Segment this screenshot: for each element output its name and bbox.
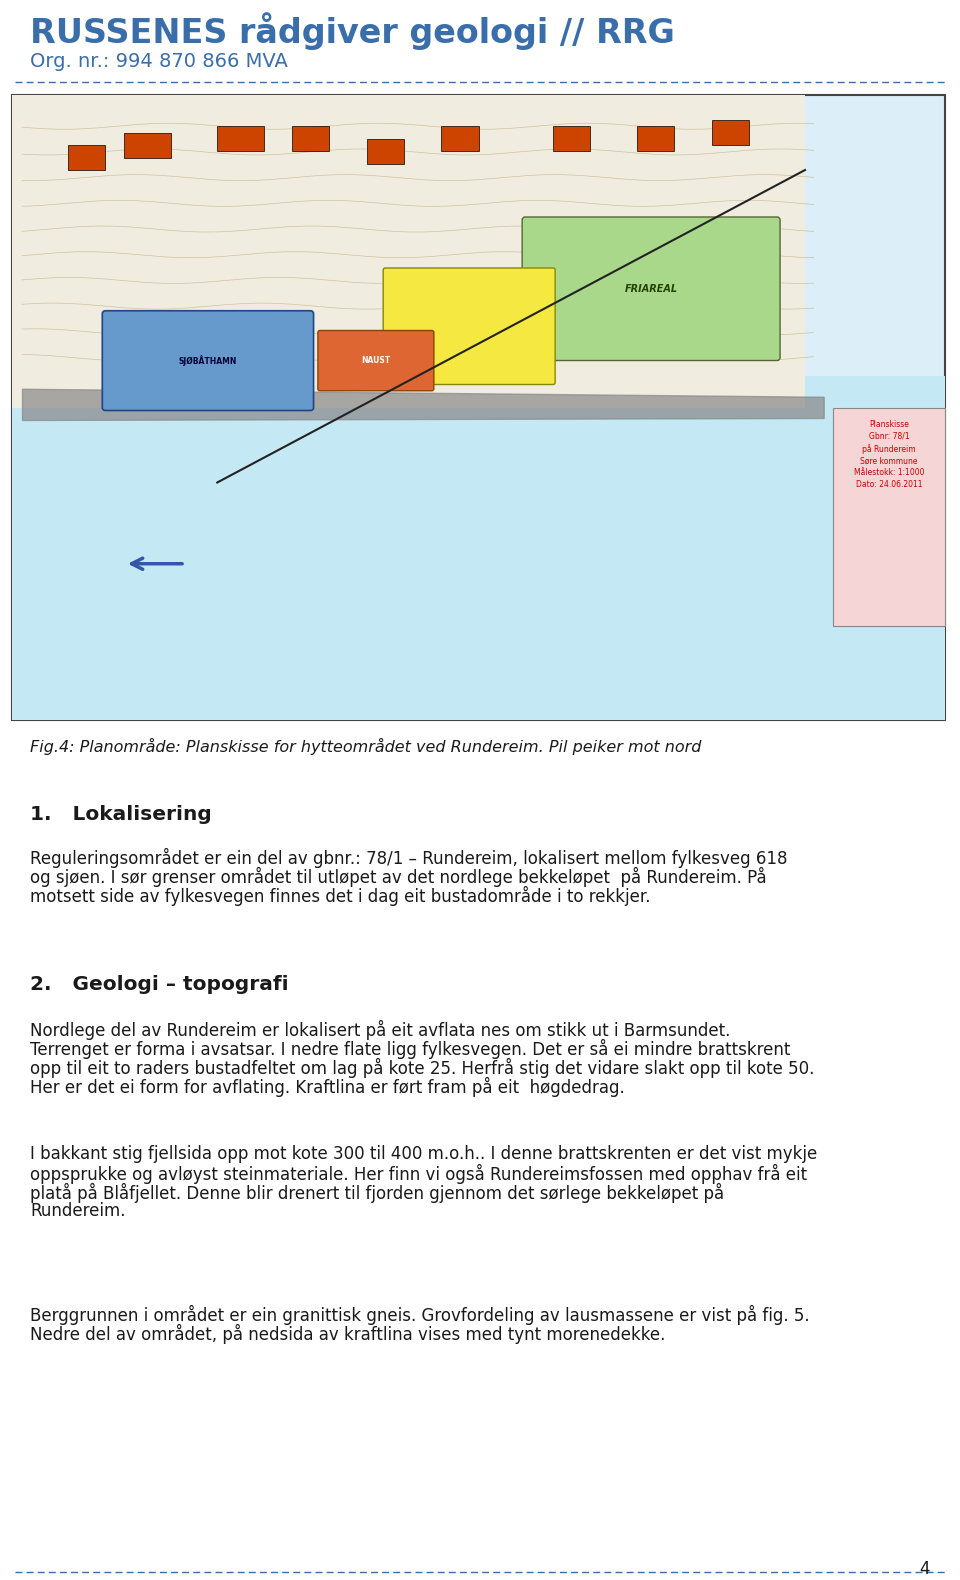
Text: Rundereim.: Rundereim. <box>30 1202 126 1220</box>
Bar <box>711 120 749 145</box>
Text: RUSSENES rådgiver geologi // RRG: RUSSENES rådgiver geologi // RRG <box>30 13 675 51</box>
Text: motsett side av fylkesvegen finnes det i dag eit bustadområde i to rekkjer.: motsett side av fylkesvegen finnes det i… <box>30 886 651 905</box>
FancyBboxPatch shape <box>522 216 780 360</box>
Bar <box>217 126 264 152</box>
Text: SJØBÅTHAMN: SJØBÅTHAMN <box>179 356 237 367</box>
Bar <box>833 408 945 626</box>
Bar <box>637 126 675 152</box>
Text: Fig.4: Planområde: Planskisse for hytteområdet ved Rundereim. Pil peiker mot nor: Fig.4: Planområde: Planskisse for hytteo… <box>30 738 702 755</box>
Bar <box>124 133 171 158</box>
Text: Nordlege del av Rundereim er lokalisert på eit avflata nes om stikk ut i Barmsun: Nordlege del av Rundereim er lokalisert … <box>30 1021 731 1040</box>
Bar <box>12 95 945 720</box>
Text: Terrenget er forma i avsatsar. I nedre flate ligg fylkesvegen. Det er så ei mind: Terrenget er forma i avsatsar. I nedre f… <box>30 1040 790 1059</box>
Text: platå på Blåfjellet. Denne blir drenert til fjorden gjennom det sørlege bekkeløp: platå på Blåfjellet. Denne blir drenert … <box>30 1183 724 1202</box>
Text: Org. nr.: 994 870 866 MVA: Org. nr.: 994 870 866 MVA <box>30 52 288 71</box>
Text: I bakkant stig fjellsida opp mot kote 300 til 400 m.o.h.. I denne brattskrenten : I bakkant stig fjellsida opp mot kote 30… <box>30 1146 817 1163</box>
Bar <box>68 145 106 171</box>
Text: 2.   Geologi – topografi: 2. Geologi – topografi <box>30 975 289 994</box>
Text: Her er det ei form for avflating. Kraftlina er ført fram på eit  høgdedrag.: Her er det ei form for avflating. Kraftl… <box>30 1078 625 1097</box>
Text: Nedre del av området, på nedsida av kraftlina vises med tynt morenedekke.: Nedre del av området, på nedsida av kraf… <box>30 1324 665 1345</box>
Bar <box>12 95 805 408</box>
Bar <box>442 126 478 152</box>
Text: opp til eit to raders bustadfeltet om lag på kote 25. Herfrå stig det vidare sla: opp til eit to raders bustadfeltet om la… <box>30 1059 814 1078</box>
FancyBboxPatch shape <box>318 330 434 390</box>
Bar <box>553 126 590 152</box>
Bar <box>12 376 945 720</box>
Text: FRIAREAL: FRIAREAL <box>625 284 678 294</box>
Bar <box>292 126 329 152</box>
Text: NAUST: NAUST <box>361 356 391 365</box>
FancyBboxPatch shape <box>383 269 555 384</box>
Text: Berggrunnen i området er ein granittisk gneis. Grovfordeling av lausmassene er v: Berggrunnen i området er ein granittisk … <box>30 1305 809 1326</box>
Text: 1.   Lokalisering: 1. Lokalisering <box>30 804 212 825</box>
Text: oppsprukke og avløyst steinmateriale. Her finn vi også Rundereimsfossen med opph: oppsprukke og avløyst steinmateriale. He… <box>30 1164 807 1183</box>
FancyBboxPatch shape <box>103 311 314 411</box>
Text: Reguleringsområdet er ein del av gbnr.: 78/1 – Rundereim, lokalisert mellom fylk: Reguleringsområdet er ein del av gbnr.: … <box>30 848 787 867</box>
Text: 4: 4 <box>920 1559 930 1578</box>
Text: og sjøen. I sør grenser området til utløpet av det nordlege bekkeløpet  på Runde: og sjøen. I sør grenser området til utlø… <box>30 867 767 886</box>
Text: Planskisse
Gbnr: 78/1
på Rundereim
Søre kommune
Målestokk: 1:1000
Dato: 24.06.20: Planskisse Gbnr: 78/1 på Rundereim Søre … <box>853 420 924 490</box>
Bar <box>367 139 404 164</box>
